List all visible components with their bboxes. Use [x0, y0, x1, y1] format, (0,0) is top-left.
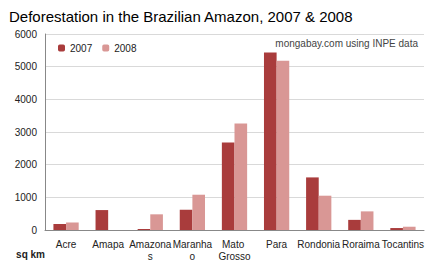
svg-text:Mato: Mato	[222, 239, 247, 250]
svg-text:2008: 2008	[114, 43, 137, 54]
svg-text:4000: 4000	[15, 94, 38, 105]
svg-text:Deforestation in the Brazilian: Deforestation in the Brazilian Amazon, 2…	[9, 8, 353, 25]
svg-text:mongabay.com using INPE data: mongabay.com using INPE data	[275, 38, 418, 49]
svg-text:sq km: sq km	[16, 249, 45, 260]
svg-text:2007: 2007	[70, 43, 93, 54]
svg-text:Tocantins: Tocantins	[382, 239, 424, 250]
svg-text:Maranha: Maranha	[173, 239, 213, 250]
svg-text:2000: 2000	[15, 159, 38, 170]
svg-text:Rondonia: Rondonia	[297, 239, 340, 250]
svg-text:0: 0	[31, 225, 37, 236]
svg-text:Amazona: Amazona	[129, 239, 172, 250]
svg-text:1000: 1000	[15, 192, 38, 203]
svg-text:Roraima: Roraima	[342, 239, 380, 250]
svg-text:5000: 5000	[15, 61, 38, 72]
svg-text:s: s	[148, 251, 153, 262]
svg-text:6000: 6000	[15, 29, 38, 40]
svg-text:3000: 3000	[15, 127, 38, 138]
svg-text:o: o	[190, 251, 196, 262]
svg-text:Amapa: Amapa	[92, 239, 124, 250]
svg-text:Acre: Acre	[56, 239, 77, 250]
svg-text:Grosso: Grosso	[218, 251, 251, 262]
svg-text:Para: Para	[266, 239, 288, 250]
